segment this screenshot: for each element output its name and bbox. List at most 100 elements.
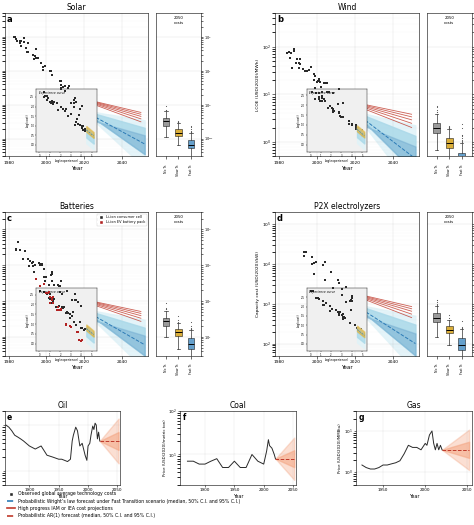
Point <box>29 51 37 59</box>
Point <box>67 323 75 331</box>
Point <box>72 98 80 106</box>
Y-axis label: Price (USD(2020)/metric ton): Price (USD(2020)/metric ton) <box>163 419 167 476</box>
Point <box>51 281 58 289</box>
Point <box>311 72 319 80</box>
Point <box>342 298 350 306</box>
Point <box>54 303 62 311</box>
Point <box>20 34 27 42</box>
Point <box>34 54 42 62</box>
Point <box>48 293 55 302</box>
Point <box>295 64 302 72</box>
Point <box>55 306 63 314</box>
Point <box>335 278 343 287</box>
Point <box>19 255 27 263</box>
Point <box>299 65 307 74</box>
Point <box>39 63 46 71</box>
Point <box>310 270 317 278</box>
Point <box>310 76 317 84</box>
Title: Oil: Oil <box>57 402 68 411</box>
Point <box>314 77 321 85</box>
Point <box>35 259 43 267</box>
Title: Gas: Gas <box>407 402 421 411</box>
Point <box>296 60 304 68</box>
Text: b: b <box>277 15 283 24</box>
Point <box>32 45 39 54</box>
Y-axis label: LCOE (USD(2020)/MWh): LCOE (USD(2020)/MWh) <box>256 59 260 111</box>
Point <box>39 63 46 71</box>
Point <box>305 66 312 74</box>
Text: 2050
costs: 2050 costs <box>173 215 183 224</box>
Text: a: a <box>6 15 12 24</box>
Point <box>287 54 294 62</box>
Point <box>348 292 356 300</box>
Point <box>40 280 48 289</box>
Point <box>17 246 24 254</box>
Point <box>323 79 331 88</box>
Point <box>48 268 56 277</box>
Point <box>312 257 320 266</box>
Y-axis label: Capacity cost (USD(2020)/kW): Capacity cost (USD(2020)/kW) <box>256 251 260 317</box>
Point <box>302 248 310 256</box>
Title: Wind: Wind <box>337 3 357 13</box>
Point <box>59 82 67 91</box>
Point <box>46 299 54 307</box>
Point <box>38 261 46 269</box>
Point <box>72 296 79 304</box>
Point <box>36 260 44 269</box>
Point <box>47 67 55 76</box>
Point <box>67 99 75 108</box>
Text: c: c <box>6 214 11 223</box>
Point <box>73 328 81 336</box>
X-axis label: Year: Year <box>57 494 68 499</box>
Point <box>71 94 79 103</box>
Point <box>12 33 19 41</box>
Point <box>47 270 55 279</box>
Point <box>42 289 49 297</box>
Point <box>61 87 69 96</box>
Point <box>72 296 80 304</box>
PathPatch shape <box>458 153 465 165</box>
Point <box>329 88 337 97</box>
Point <box>48 277 56 285</box>
Point <box>26 257 33 265</box>
Point <box>16 39 24 48</box>
Point <box>56 282 64 290</box>
Point <box>32 275 39 283</box>
Point <box>335 85 343 93</box>
Point <box>70 96 78 104</box>
Point <box>64 287 71 295</box>
Point <box>70 99 78 107</box>
Text: f: f <box>182 413 186 422</box>
Point <box>323 88 331 96</box>
Point <box>325 87 332 96</box>
Point <box>45 281 53 289</box>
Point <box>23 48 31 56</box>
Point <box>62 82 69 91</box>
Point <box>24 38 32 47</box>
Text: g: g <box>358 413 364 422</box>
Title: P2X electrolyzers: P2X electrolyzers <box>314 203 381 212</box>
Point <box>74 328 82 336</box>
Point <box>67 321 74 330</box>
Point <box>339 113 346 121</box>
Point <box>55 281 62 290</box>
Point <box>70 102 78 111</box>
Point <box>14 238 21 246</box>
Point <box>57 80 65 89</box>
Point <box>292 59 300 67</box>
Point <box>308 260 316 268</box>
PathPatch shape <box>175 329 182 336</box>
PathPatch shape <box>163 318 169 326</box>
PathPatch shape <box>433 313 440 322</box>
Point <box>39 63 46 71</box>
Point <box>322 78 329 87</box>
Point <box>31 260 39 269</box>
Point <box>39 260 46 268</box>
Point <box>297 55 304 63</box>
PathPatch shape <box>163 118 169 126</box>
Point <box>32 275 40 283</box>
Point <box>295 59 302 67</box>
Point <box>12 246 20 254</box>
PathPatch shape <box>446 326 453 333</box>
Point <box>30 55 38 63</box>
